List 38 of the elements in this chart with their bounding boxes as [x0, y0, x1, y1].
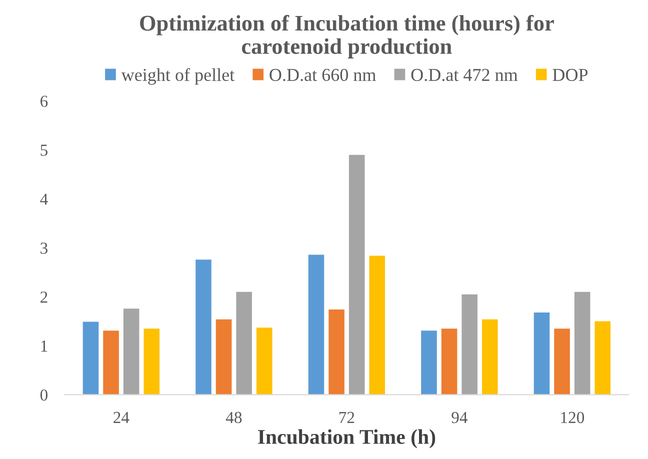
- legend-label: DOP: [552, 68, 588, 82]
- y-tick-label: 6: [40, 96, 48, 107]
- bar: [103, 330, 119, 395]
- bar: [462, 294, 478, 395]
- bar: [348, 154, 365, 395]
- bar: [482, 319, 498, 395]
- bar: [144, 328, 160, 395]
- bar: [554, 328, 570, 395]
- bar: [236, 292, 252, 395]
- bar: [441, 328, 458, 395]
- x-tick-label: 94: [452, 412, 468, 424]
- bar: [123, 308, 140, 395]
- chart-title: Optimization of Incubation time (hours) for carotenoid production: [140, 14, 554, 58]
- x-axis-title: Incubation Time (h): [258, 429, 436, 448]
- bar: [308, 254, 324, 395]
- bar: [594, 321, 611, 395]
- bar: [196, 260, 212, 395]
- x-tick-label: 48: [226, 412, 242, 424]
- bar: [421, 330, 437, 395]
- bar: [216, 319, 232, 395]
- legend-label: O.D.at 472 nm: [411, 68, 518, 82]
- bar: [369, 256, 386, 395]
- y-tick-label: 5: [40, 144, 48, 156]
- x-tick-label: 72: [339, 412, 354, 423]
- y-tick-label: 2: [40, 292, 48, 303]
- bar: [256, 328, 272, 395]
- x-tick-label: 120: [561, 412, 584, 424]
- y-tick-label: 4: [40, 194, 48, 205]
- y-tick-label: 1: [41, 340, 48, 352]
- bar: [534, 312, 550, 395]
- y-tick-label: 3: [40, 242, 48, 254]
- y-tick-label: 0: [40, 389, 48, 401]
- bar: [328, 310, 344, 395]
- bar: [574, 292, 590, 395]
- legend-label: O.D.at 660 nm: [270, 68, 376, 82]
- x-tick-label: 24: [114, 412, 130, 423]
- bar: [82, 322, 99, 395]
- legend-label: weight of pellet: [121, 68, 235, 85]
